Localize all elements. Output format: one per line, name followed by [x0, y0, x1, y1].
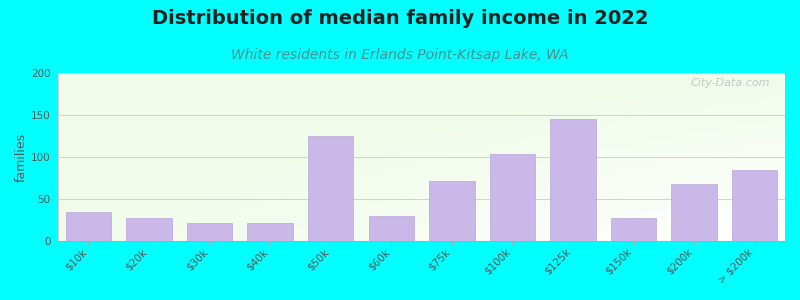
Bar: [611, 218, 656, 241]
Bar: [187, 223, 232, 241]
Bar: [490, 154, 535, 241]
Bar: [732, 169, 778, 241]
Bar: [126, 218, 172, 241]
Bar: [369, 216, 414, 241]
Text: Distribution of median family income in 2022: Distribution of median family income in …: [152, 9, 648, 28]
Text: City-Data.com: City-Data.com: [691, 78, 770, 88]
Bar: [550, 119, 596, 241]
Text: White residents in Erlands Point-Kitsap Lake, WA: White residents in Erlands Point-Kitsap …: [231, 48, 569, 62]
Bar: [247, 223, 293, 241]
Bar: [308, 136, 354, 241]
Bar: [66, 212, 111, 241]
Y-axis label: families: families: [15, 132, 28, 182]
Bar: [671, 184, 717, 241]
Bar: [429, 181, 474, 241]
